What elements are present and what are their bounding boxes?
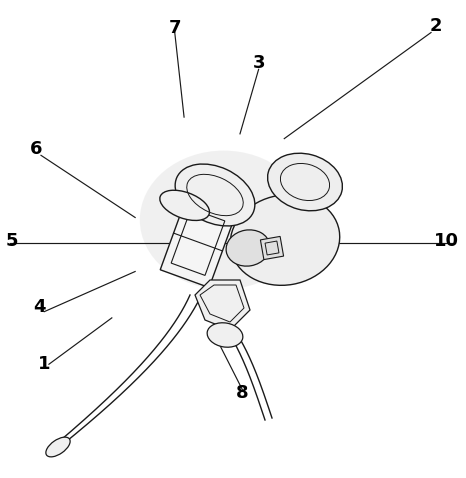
Ellipse shape — [46, 437, 70, 457]
Ellipse shape — [226, 230, 270, 266]
Ellipse shape — [267, 153, 343, 211]
Ellipse shape — [207, 323, 243, 347]
Text: 10: 10 — [434, 232, 459, 250]
Ellipse shape — [160, 190, 210, 220]
Polygon shape — [160, 196, 236, 288]
Text: 2: 2 — [430, 17, 442, 35]
Text: 4: 4 — [34, 298, 46, 316]
Polygon shape — [195, 280, 250, 330]
Ellipse shape — [140, 151, 308, 289]
Text: 7: 7 — [169, 19, 181, 37]
Text: 8: 8 — [236, 384, 249, 402]
Text: 6: 6 — [30, 140, 42, 158]
Text: 3: 3 — [253, 54, 265, 72]
Text: 1: 1 — [38, 355, 50, 373]
Text: 5: 5 — [6, 232, 18, 250]
Polygon shape — [260, 237, 284, 260]
Ellipse shape — [175, 164, 255, 226]
Ellipse shape — [230, 195, 340, 285]
